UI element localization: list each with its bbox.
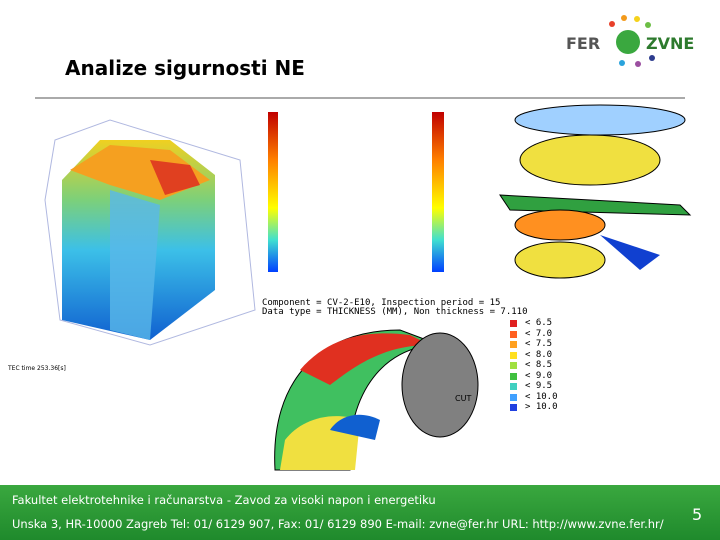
- plate: [499, 194, 692, 216]
- cylinder-time: TEC time 253.36[s]: [7, 365, 66, 372]
- figure-caption: Data type = THICKNESS (MM), Non thicknes…: [262, 307, 528, 317]
- legend-label: < 9.0: [525, 370, 553, 381]
- blade: [600, 235, 660, 270]
- cut-label: CUT: [455, 394, 471, 403]
- disk: [514, 104, 686, 136]
- elbow-blue: [330, 414, 380, 440]
- disk-figure: [432, 104, 692, 279]
- logo-circle: [616, 30, 640, 54]
- disk: [514, 209, 606, 241]
- logo-dot: [649, 55, 655, 61]
- legend-label: < 10.0: [525, 391, 558, 402]
- elbow-figure: CUT: [274, 329, 479, 471]
- cylinder-hot: [150, 160, 200, 195]
- legend-swatch: [510, 404, 517, 411]
- legend-swatch: [510, 341, 517, 348]
- colorbar: [268, 112, 278, 272]
- logo-dot: [635, 61, 641, 67]
- cylinder-figure: TEC time 253.36[s]: [7, 112, 278, 372]
- legend-label: < 9.5: [525, 381, 553, 391]
- logo-dot: [609, 21, 615, 27]
- page-number: 5: [692, 505, 703, 524]
- logo-dot: [621, 15, 627, 21]
- legend-label: < 8.0: [525, 349, 553, 360]
- elbow-cut-face: [401, 332, 479, 438]
- logo-dot: [645, 22, 651, 28]
- legend-label: > 10.0: [525, 402, 558, 412]
- legend-swatch: [510, 351, 517, 359]
- legend-swatch: [510, 393, 517, 401]
- legend-label: < 7.5: [525, 339, 553, 349]
- logo-dot: [634, 16, 640, 22]
- legend-label: < 8.5: [525, 360, 553, 370]
- footer: [0, 485, 720, 540]
- slide-title: Analize sigurnosti NE: [65, 56, 305, 80]
- footer-line: Fakultet elektrotehnike i računarstva - …: [12, 493, 436, 507]
- figure-caption: Component = CV-2-E10, Inspection period …: [262, 298, 501, 308]
- legend-swatch: [510, 372, 517, 380]
- legend-label: < 7.0: [525, 328, 553, 339]
- logo: FER ZVNE: [566, 15, 694, 67]
- cylinder-cut: [110, 190, 160, 340]
- logo-dot: [619, 60, 625, 66]
- footer-line: Unska 3, HR-10000 Zagreb Tel: 01/ 6129 9…: [12, 517, 664, 531]
- logo-fer: FER: [566, 34, 600, 53]
- grid-box: [44, 119, 256, 346]
- legend-swatch: [510, 362, 517, 369]
- disk: [514, 241, 606, 279]
- colorbar: [432, 112, 444, 272]
- elbow-red: [300, 333, 430, 385]
- legend-swatch: [510, 320, 517, 327]
- disk: [519, 134, 661, 186]
- legend-swatch: [510, 330, 517, 338]
- legend-swatch: [510, 383, 517, 390]
- logo-zvne: ZVNE: [646, 34, 694, 53]
- legend-label: < 6.5: [525, 318, 553, 328]
